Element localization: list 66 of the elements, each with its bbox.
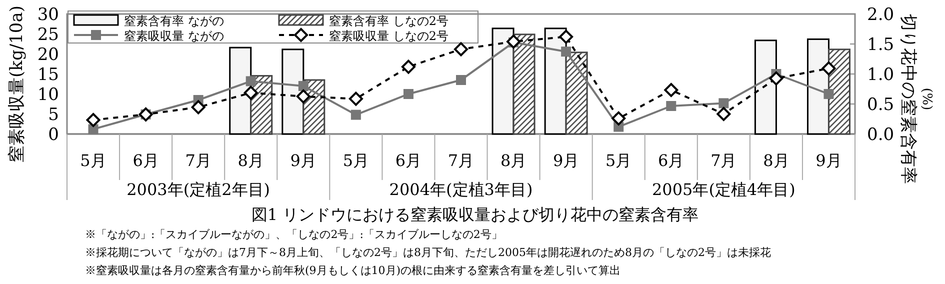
point (86, 113, 100, 127)
y2-tick-label: 0.0 (867, 125, 894, 145)
x-tick-label: 6月 (132, 151, 159, 170)
point (716, 107, 731, 121)
bar (565, 52, 588, 135)
x-tick-label: 5月 (80, 151, 106, 170)
point (298, 81, 308, 91)
y2-tick-label: 1.0 (867, 65, 894, 85)
point (296, 89, 310, 104)
y-tick-label: 30 (37, 5, 59, 25)
point (454, 42, 468, 56)
x-tick-label: 7月 (710, 151, 737, 170)
point (664, 83, 678, 97)
legend-label: 窒素吸収量 ながの (124, 29, 224, 43)
y2-tick-label: 2.0 (867, 5, 894, 25)
x-tick-label: 7月 (448, 151, 474, 170)
y-tick-label: 5 (48, 105, 59, 125)
point (348, 92, 363, 106)
bar (512, 34, 536, 135)
text: ※「ながの」:「スカイブルーながの」、「しなの2号」:「スカイブルーしなの2号」 (85, 228, 502, 241)
y-tick-label: 15 (37, 65, 59, 85)
x-tick-label: 8月 (763, 151, 790, 170)
point (559, 30, 574, 44)
y2-axis-title: 切り花中の窒素含有率 (%) (898, 14, 934, 184)
y-axis-title: 窒素吸収量(kg/10a) (7, 6, 27, 162)
point (403, 89, 414, 99)
x-tick-label: 6月 (658, 151, 684, 170)
point (666, 101, 676, 111)
x-tick-label: 6月 (395, 151, 422, 170)
x-tick-label: 8月 (500, 151, 527, 170)
point (506, 34, 521, 49)
text: 図1 リンドウにおける窒素吸収量および切り花中の窒素含有率 (251, 205, 699, 224)
point (769, 71, 784, 86)
x-tick-label: 5月 (342, 151, 370, 170)
y-tick-label: 10 (37, 85, 59, 105)
y2-tick-label: 0.5 (867, 95, 894, 115)
x-tick-label: 7月 (185, 151, 212, 170)
point (456, 75, 466, 85)
x-tick-label: 9月 (816, 151, 842, 170)
x-tick-label: 9月 (290, 151, 316, 170)
bar (828, 48, 850, 135)
text: ※窒素吸収量は各月の窒素含有量から前年秋(9月もしくは10月)の根に由来する窒素含有量を差し引いて算出 (85, 264, 621, 277)
text: 2003年(定植2年目) (126, 180, 270, 199)
legend-label: 窒素吸収量 しなの2号 (329, 29, 448, 43)
text: 2004年(定植3年目) (389, 180, 533, 199)
point (246, 76, 256, 86)
point (244, 86, 258, 100)
legend-label: 窒素含有率 ながの (124, 14, 224, 28)
y2-tick-label: 1.5 (867, 35, 894, 55)
x-tick-label: 5月 (606, 151, 632, 170)
point (718, 98, 729, 108)
y-tick-label: 0 (48, 125, 59, 145)
point (561, 46, 572, 57)
x-tick-label: 8月 (238, 151, 264, 170)
point (401, 60, 416, 74)
legend-label: 窒素含有率 しなの2号 (329, 14, 448, 28)
text: ※採花期について「ながの」は7月下～8月上旬、「しなの2号」は8月下旬、ただし2005年は開花遅れのため8月の「しなの2号」は未採花 (85, 246, 771, 259)
x-tick-label: 9月 (552, 151, 580, 170)
point (822, 61, 836, 76)
point (612, 111, 626, 126)
y-tick-label: 25 (37, 25, 59, 45)
text: 2005年(定植4年目) (652, 180, 796, 199)
point (350, 110, 361, 120)
point (191, 100, 206, 114)
point (824, 89, 834, 99)
y-tick-label: 20 (37, 45, 59, 65)
